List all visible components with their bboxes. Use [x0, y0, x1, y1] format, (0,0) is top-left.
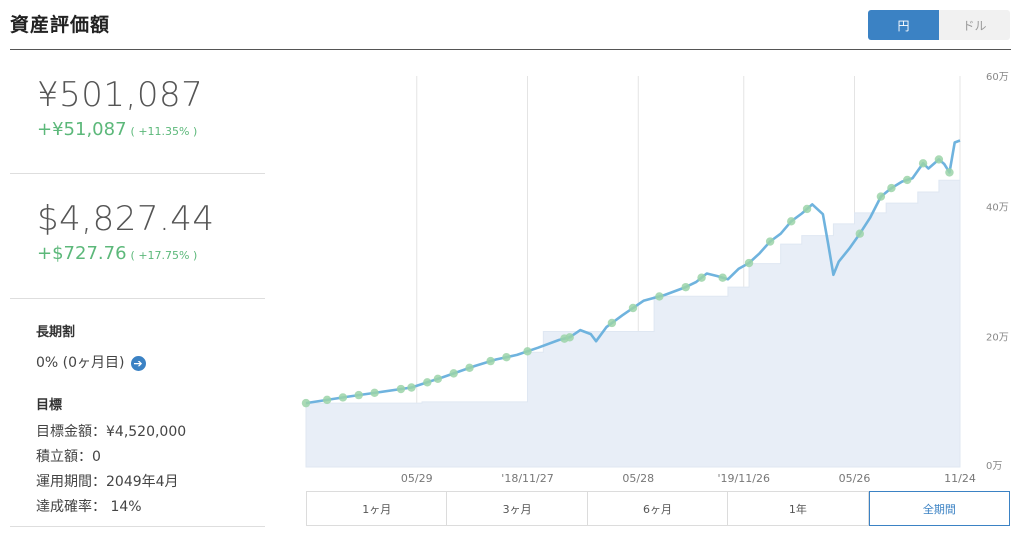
currency-toggle[interactable]: 円 ドル	[868, 10, 1010, 40]
usd-value: $4,827.44	[37, 199, 215, 239]
dividend-marker	[370, 388, 379, 398]
dividend-marker	[744, 258, 754, 268]
y-tick-label: 20万	[986, 333, 1009, 344]
dividend-marker	[876, 192, 886, 201]
dividend-marker	[465, 363, 474, 373]
dividend-markers	[301, 155, 954, 408]
y-axis-labels: 0万 20万 40万 60万	[986, 72, 1009, 472]
range-tab-all[interactable]: 全期間	[868, 491, 1011, 526]
yen-gain: +¥51,087( +11.35% )	[10, 115, 265, 140]
dividend-marker	[338, 393, 348, 402]
x-tick-label: 05/26	[839, 472, 871, 485]
dividend-marker	[407, 383, 416, 392]
range-tab-3m[interactable]: 3ヶ月	[447, 491, 588, 526]
currency-yen-button[interactable]: 円	[868, 10, 939, 40]
dividend-marker	[887, 183, 896, 193]
dividend-marker	[523, 347, 532, 356]
goal-amount: 目標金額：¥4,520,000	[36, 424, 187, 440]
dividend-marker	[918, 159, 928, 168]
goal-contribution: 積立額：0	[36, 449, 101, 465]
goal-probability: 達成確率： 14%	[36, 499, 142, 515]
usd-gain: +$727.76( +17.75% )	[10, 239, 265, 264]
y-tick-label: 60万	[986, 72, 1009, 83]
usd-gain-pct: ( +17.75% )	[130, 249, 198, 262]
range-tab-1y[interactable]: 1年	[728, 491, 869, 526]
dividend-marker	[787, 217, 796, 226]
goal-heading: 目標	[36, 398, 63, 413]
dividend-marker	[433, 374, 443, 384]
dividend-marker	[322, 395, 332, 405]
yen-gain-amount: +¥51,087	[37, 119, 127, 140]
long-term-discount-value: 0% (0ヶ月目)	[36, 355, 125, 371]
range-tab-6m[interactable]: 6ヶ月	[587, 491, 729, 526]
dividend-marker	[681, 282, 690, 292]
x-tick-label: 11/24	[944, 472, 976, 485]
dividend-marker	[655, 292, 664, 301]
dividend-marker	[423, 378, 432, 387]
range-tabs: 1ヶ月 3ヶ月 6ヶ月 1年 全期間	[306, 491, 1011, 526]
usd-gain-amount: +$727.76	[37, 243, 127, 264]
dividend-marker	[486, 356, 495, 366]
y-tick-label: 0万	[986, 461, 1002, 472]
dividend-marker	[765, 237, 775, 246]
goal-period: 運用期間：2049年4月	[36, 474, 179, 490]
long-term-discount-heading: 長期割	[36, 325, 76, 340]
dividend-marker	[718, 273, 727, 282]
dividend-marker	[396, 384, 406, 394]
page-title: 資産評価額	[10, 14, 111, 36]
y-tick-label: 40万	[986, 202, 1009, 213]
dividend-marker	[855, 229, 864, 238]
yen-value: ¥501,087	[37, 75, 204, 115]
x-tick-label: 05/29	[401, 472, 433, 485]
dividend-marker	[903, 175, 912, 185]
dividend-marker	[354, 390, 363, 400]
currency-usd-button[interactable]: ドル	[939, 10, 1010, 40]
dividend-marker	[565, 333, 574, 342]
summary-panel: ¥501,087 +¥51,087( +11.35% ) $4,827.44 +…	[10, 50, 265, 527]
title-divider	[10, 49, 1011, 50]
dividend-marker	[607, 318, 617, 328]
long-term-discount-row: 0% (0ヶ月目) ➔	[36, 340, 265, 372]
dividend-marker	[802, 204, 812, 214]
arrow-right-icon[interactable]: ➔	[130, 355, 146, 371]
yen-summary: ¥501,087 +¥51,087( +11.35% )	[10, 50, 265, 174]
dividend-marker	[945, 168, 954, 177]
dividend-marker	[934, 155, 944, 164]
details-block: 長期割 0% (0ヶ月目) ➔ 目標 目標金額：¥4,520,000 積立額：0 …	[10, 299, 265, 527]
yen-gain-pct: ( +11.35% )	[130, 125, 198, 138]
dividend-marker	[301, 398, 311, 408]
x-axis-labels: 05/29 '18/11/27 05/28 '19/11/26 05/26 11/24	[401, 472, 976, 485]
dividend-marker	[628, 303, 638, 313]
dividend-marker	[697, 273, 706, 282]
contribution-area	[305, 173, 961, 468]
x-tick-label: 05/28	[622, 472, 654, 485]
x-tick-label: '19/11/26	[718, 472, 770, 485]
range-tab-1m[interactable]: 1ヶ月	[306, 491, 448, 526]
usd-summary: $4,827.44 +$727.76( +17.75% )	[10, 174, 265, 299]
dividend-marker	[449, 369, 458, 378]
dividend-marker	[502, 352, 511, 362]
x-tick-label: '18/11/27	[501, 472, 553, 485]
